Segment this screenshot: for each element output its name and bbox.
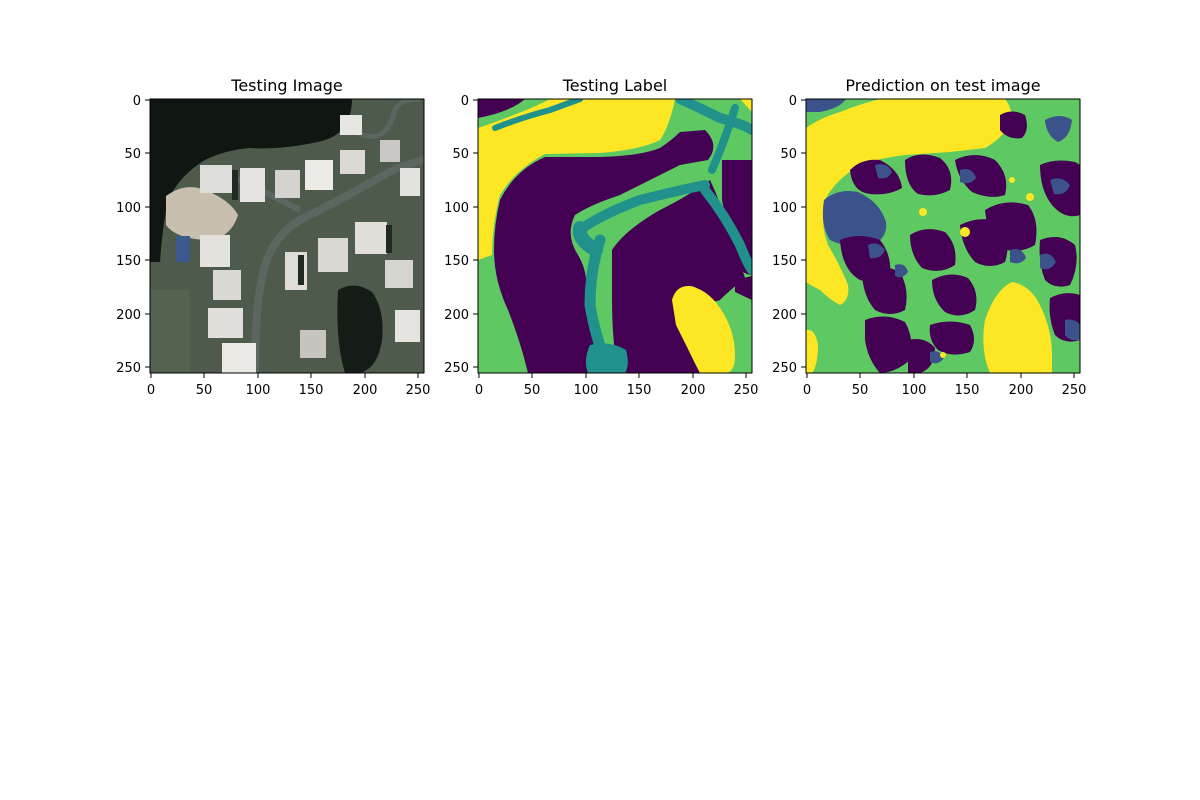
x-axis-ticks: 0 50 100 150 200 250 (475, 373, 759, 398)
x-tick-label: 100 (902, 383, 927, 398)
panel-title: Testing Image (230, 76, 342, 95)
y-tick-label: 250 (772, 361, 797, 376)
y-axis-ticks: 0 50 100 150 200 250 (116, 94, 150, 376)
x-axis-ticks: 0 50 100 150 200 250 (147, 373, 431, 398)
x-tick-label: 50 (852, 383, 869, 398)
x-tick-label: 250 (734, 383, 759, 398)
x-tick-label: 150 (299, 383, 324, 398)
y-tick-label: 150 (444, 254, 469, 269)
panel-title: Prediction on test image (845, 76, 1040, 95)
x-axis-ticks: 0 50 100 150 200 250 (803, 373, 1087, 398)
x-tick-label: 0 (475, 383, 483, 398)
prediction-mask (806, 99, 1080, 373)
panel-testing-image: Testing Image (116, 76, 430, 398)
y-tick-label: 200 (772, 308, 797, 323)
y-axis-ticks: 0 50 100 150 200 250 (772, 94, 806, 376)
y-tick-label: 0 (789, 94, 797, 109)
y-tick-label: 200 (444, 308, 469, 323)
x-tick-label: 250 (406, 383, 431, 398)
label-mask (478, 99, 752, 373)
y-tick-label: 100 (444, 201, 469, 216)
x-tick-label: 150 (955, 383, 980, 398)
y-tick-label: 150 (116, 254, 141, 269)
x-tick-label: 50 (524, 383, 541, 398)
x-tick-label: 200 (353, 383, 378, 398)
y-tick-label: 100 (116, 201, 141, 216)
panel-testing-label: Testing Label (444, 76, 758, 398)
y-tick-label: 150 (772, 254, 797, 269)
x-tick-label: 150 (627, 383, 652, 398)
y-tick-label: 250 (444, 361, 469, 376)
x-tick-label: 0 (147, 383, 155, 398)
y-tick-label: 0 (461, 94, 469, 109)
x-tick-label: 100 (246, 383, 271, 398)
y-tick-label: 50 (780, 147, 797, 162)
x-tick-label: 50 (196, 383, 213, 398)
x-tick-label: 200 (1009, 383, 1034, 398)
y-axis-ticks: 0 50 100 150 200 250 (444, 94, 478, 376)
y-tick-label: 0 (133, 94, 141, 109)
y-tick-label: 250 (116, 361, 141, 376)
y-tick-label: 200 (116, 308, 141, 323)
panel-prediction: Prediction on test image (772, 76, 1086, 398)
x-tick-label: 200 (681, 383, 706, 398)
satellite-image (150, 99, 424, 373)
x-tick-label: 250 (1062, 383, 1087, 398)
y-tick-label: 50 (452, 147, 469, 162)
x-tick-label: 100 (574, 383, 599, 398)
x-tick-label: 0 (803, 383, 811, 398)
y-tick-label: 100 (772, 201, 797, 216)
panel-title: Testing Label (562, 76, 668, 95)
y-tick-label: 50 (124, 147, 141, 162)
